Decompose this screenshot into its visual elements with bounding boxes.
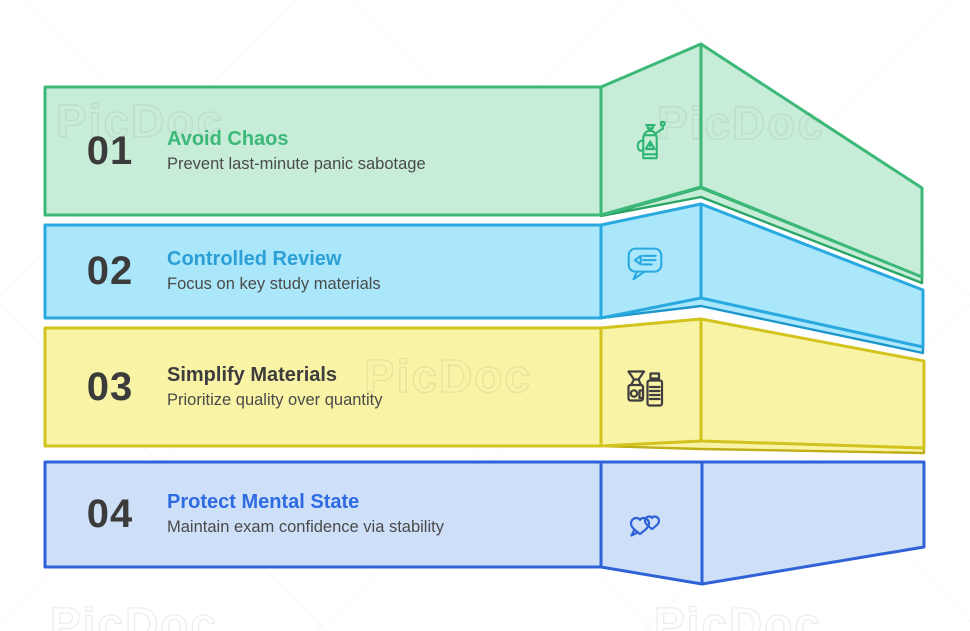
chat-message-icon [627, 247, 663, 281]
ribbon-main-panel [43, 460, 603, 569]
step-number: 03 [86, 364, 134, 409]
fire-extinguisher-icon [636, 120, 666, 160]
picdoc-watermark: PicDoc [656, 96, 825, 149]
ribbon-side-panel [700, 460, 926, 586]
picdoc-watermark: PicDoc [55, 94, 224, 147]
step-row-2: 02 Controlled Review Focus on key study … [45, 225, 601, 318]
step-ribbon-2 [43, 202, 925, 355]
step-ribbon-4 [43, 460, 926, 586]
ribbon-main-panel [43, 223, 603, 320]
step-row-1: 01 Avoid Chaos Prevent last-minute panic… [45, 87, 601, 215]
step-subtitle: Prioritize quality over quantity [167, 390, 383, 409]
step-title: Avoid Chaos [167, 127, 289, 150]
step-number: 04 [86, 492, 134, 536]
step-number: 02 [86, 249, 134, 293]
step-title: Protect Mental State [167, 491, 360, 514]
step-subtitle: Prevent last-minute panic sabotage [167, 154, 426, 173]
ribbon-main-panel [43, 326, 603, 448]
ribbon-main-panel [43, 85, 603, 217]
step-title: Simplify Materials [167, 363, 338, 386]
step-title: Controlled Review [167, 248, 342, 271]
picdoc-watermark: PicDoc [653, 597, 822, 631]
step-row-3: 03 Simplify Materials Prioritize quality… [45, 328, 601, 446]
step-number: 01 [86, 128, 134, 173]
step-subtitle: Focus on key study materials [167, 275, 381, 294]
picdoc-watermark: PicDoc [49, 597, 218, 631]
picdoc-watermark: PicDoc [363, 349, 532, 402]
step-row-4: 04 Protect Mental State Maintain exam co… [45, 462, 601, 567]
step-subtitle: Maintain exam confidence via stability [167, 518, 444, 537]
hearts-icon [629, 515, 661, 537]
step-ribbon-3 [43, 317, 926, 455]
funnel-bottle-icon [627, 370, 664, 407]
